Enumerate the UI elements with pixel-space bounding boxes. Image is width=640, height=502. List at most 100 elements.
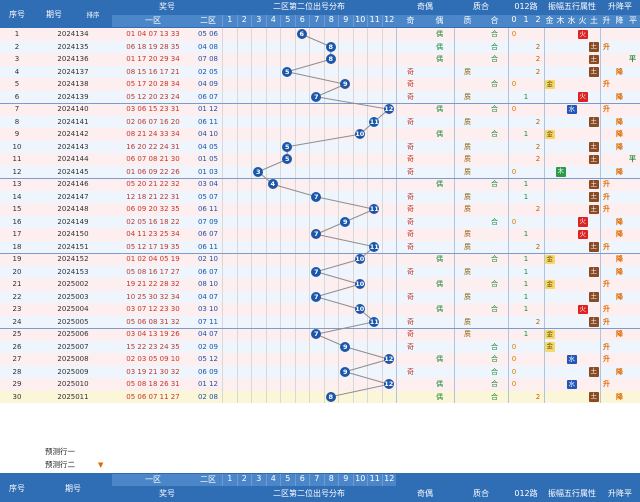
chevron-down-icon[interactable]: ▼ [98,461,104,469]
grid-line [236,378,238,391]
element-mark: 水 [567,354,577,364]
grid-line [352,40,354,53]
omission-cell [237,378,252,391]
omission-cell [280,341,295,354]
route-mark: 0 [511,80,517,88]
zone2-header: 二区 [194,15,222,27]
omission-cell [338,178,353,191]
grid-line [294,215,296,228]
row-zone2-numbers: 07 08 [197,55,219,63]
omission-cell [266,153,281,166]
omission-cell [251,41,266,54]
grid-line [323,165,325,178]
grid-line [454,340,455,353]
omission-cell [382,191,397,204]
omission-cell [382,116,397,129]
primecomp-mark: 合 [491,355,498,363]
predict-row-2[interactable]: 预测行二 ▼ [0,459,640,472]
trend-mark: 降 [616,117,623,126]
omission-cell [295,91,310,104]
grid-line [222,103,223,116]
predict-row-1[interactable]: 预测行一 [0,446,640,459]
grid-line [600,140,601,153]
omission-cell [295,253,310,266]
oddeven-mark: 奇 [407,342,414,351]
route-mark: 1 [523,267,529,276]
omission-cell [338,203,353,216]
grid-line [352,278,354,291]
grid-line [236,78,238,91]
row-zone1-numbers: 16 20 22 24 31 [126,142,180,151]
grid-line [294,228,296,241]
omission-cell [309,366,324,379]
row-issue: 2024147 [57,192,89,201]
omission-cell [237,103,252,116]
grid-line [294,315,296,328]
grid-line [396,240,397,253]
primecomp-mark: 质 [464,155,471,163]
trend-mark: 升 [603,280,610,288]
grid-line [600,378,601,391]
grid-line [236,215,238,228]
grid-line [265,303,267,316]
grid-line [396,128,397,141]
grid-line [251,153,252,166]
omission-cell [382,166,397,179]
element-mark: 土 [589,392,599,402]
dist-digit-footer-9: 9 [338,474,353,486]
row-zone1-numbers: 05 12 20 23 24 [126,92,180,101]
omission-cell [266,341,281,354]
grid-line [508,340,509,353]
grid-line [265,90,267,103]
omission-cell [353,28,368,41]
grid-line [600,365,601,378]
grid-line [454,103,455,116]
grid-line [323,353,325,366]
grid-line [265,328,267,341]
oddeven-mark: 奇 [407,330,414,338]
composite-label: 合 [481,15,508,27]
grid-line [265,140,267,153]
route-mark: 1 [523,130,529,138]
grid-line [508,128,509,141]
omission-cell [324,91,339,104]
grid-line [508,165,509,178]
grid-line [323,365,325,378]
omission-cell [280,391,295,404]
grid-line [381,78,383,91]
omission-cell [382,228,397,241]
sort-button[interactable]: 排序 [86,11,100,19]
grid-line [323,178,325,191]
omission-cell [266,66,281,79]
